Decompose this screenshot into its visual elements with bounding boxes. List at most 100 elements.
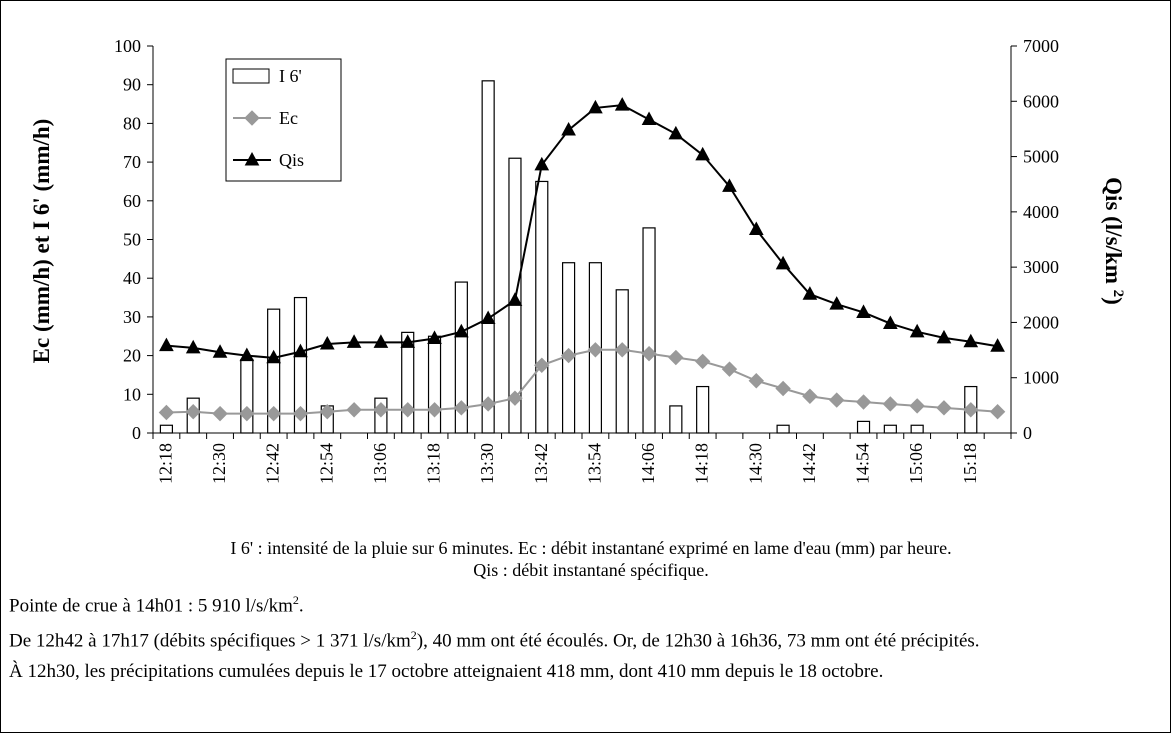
- y2-tick-label: 6000: [1023, 91, 1059, 111]
- x-tick-label: 14:30: [745, 443, 765, 484]
- series-marker: [158, 404, 175, 421]
- legend-marker: [244, 110, 260, 126]
- series-marker: [507, 292, 523, 306]
- series-marker: [587, 342, 604, 358]
- y2-axis-title-part: 2: [1110, 290, 1126, 298]
- series-marker: [668, 125, 684, 140]
- y-tick-label: 80: [123, 113, 141, 133]
- note: Pointe de crue à 14h01 : 5 910 l/s/km2.: [9, 587, 1159, 619]
- bar: [427, 335, 442, 434]
- note-text: De 12h42 à 17h17 (débits spécifiques > 1…: [9, 630, 411, 652]
- bar: [776, 424, 790, 434]
- legend-label: Qis: [279, 150, 304, 170]
- caption: I 6' : intensité de la pluie sur 6 minut…: [230, 538, 951, 559]
- caption: Qis : débit instantané spécifique.: [473, 560, 708, 580]
- series-line: [166, 104, 998, 359]
- series-marker: [588, 99, 603, 114]
- y-axis-title: Ec (mm/h) et I 6' (mm/h): [29, 119, 54, 364]
- bar: [910, 424, 924, 434]
- bar: [454, 281, 468, 434]
- note: À 12h30, les précipitations cumulées dep…: [9, 658, 1159, 685]
- y2-tick-label: 7000: [1023, 36, 1059, 56]
- series-marker: [829, 392, 845, 408]
- bar: [856, 420, 871, 434]
- series-marker: [560, 347, 577, 364]
- series-marker: [454, 323, 469, 338]
- series-marker: [722, 178, 737, 192]
- series-marker: [855, 394, 872, 410]
- y-tick-label: 20: [123, 346, 141, 366]
- y-tick-label: 30: [123, 307, 141, 327]
- bar: [561, 262, 576, 434]
- series-marker: [507, 390, 523, 406]
- x-tick-label: 14:06: [638, 443, 658, 484]
- series-marker: [909, 398, 925, 414]
- legend-label: I 6': [279, 66, 302, 86]
- series-marker: [641, 345, 657, 362]
- x-tick-label: 14:18: [692, 443, 712, 484]
- series-marker: [159, 337, 174, 352]
- series-marker: [748, 221, 764, 236]
- x-tick-label: 12:54: [316, 443, 336, 484]
- series-marker: [668, 349, 684, 366]
- bar: [696, 385, 710, 434]
- series-marker: [212, 405, 228, 422]
- series-marker: [614, 97, 630, 111]
- y-tick-label: 70: [123, 152, 141, 172]
- y2-axis-title: Qis (l/s/km 2): [1101, 177, 1126, 305]
- series-marker: [963, 333, 979, 348]
- y-tick-label: 0: [132, 423, 141, 443]
- series-marker: [185, 339, 201, 354]
- series-marker: [641, 111, 657, 126]
- y2-tick-label: 5000: [1023, 147, 1059, 167]
- series-marker: [185, 404, 201, 420]
- series-marker: [427, 330, 442, 344]
- bar: [481, 80, 495, 434]
- series-marker: [266, 349, 281, 364]
- x-tick-label: 15:06: [906, 443, 926, 484]
- bar: [159, 424, 174, 434]
- series-marker: [373, 334, 389, 348]
- series-marker: [775, 380, 791, 397]
- legend-swatch: [232, 68, 270, 84]
- bar: [535, 180, 549, 434]
- series-marker: [883, 315, 898, 330]
- y2-tick-label: 1000: [1023, 368, 1059, 388]
- series-line: [166, 348, 998, 415]
- y-tick-label: 40: [123, 268, 141, 288]
- y-tick-label: 100: [114, 36, 141, 56]
- series-marker: [480, 396, 496, 412]
- y-tick-label: 50: [123, 230, 141, 250]
- bar: [293, 296, 308, 434]
- x-tick-label: 12:30: [209, 443, 229, 484]
- series-marker: [882, 396, 899, 412]
- series-marker: [239, 347, 255, 362]
- series-marker: [802, 388, 818, 404]
- series-marker: [909, 323, 925, 338]
- y-tick-label: 60: [123, 191, 141, 211]
- series-marker: [293, 343, 308, 358]
- x-tick-label: 14:54: [853, 443, 873, 484]
- series-marker: [936, 329, 952, 344]
- note-text: Pointe de crue à 14h01 : 5 910 l/s/km: [9, 595, 293, 617]
- series-marker: [963, 402, 979, 418]
- x-tick-label: 12:42: [263, 443, 283, 484]
- series-marker: [400, 402, 416, 418]
- series-marker: [829, 296, 845, 310]
- y-tick-label: 10: [123, 384, 141, 404]
- series-marker: [990, 338, 1005, 352]
- x-tick-label: 13:42: [531, 443, 551, 484]
- y2-tick-label: 4000: [1023, 202, 1059, 222]
- x-tick-label: 13:54: [584, 443, 604, 484]
- series-marker: [346, 402, 362, 418]
- legend-marker: [244, 151, 260, 166]
- series-marker: [695, 146, 710, 161]
- bar: [883, 424, 897, 434]
- notes: Pointe de crue à 14h01 : 5 910 l/s/km2. D…: [9, 587, 1159, 688]
- series-marker: [480, 310, 496, 325]
- series-marker: [561, 121, 576, 136]
- series-marker: [319, 335, 335, 350]
- bar: [669, 405, 683, 434]
- note-superscript: 2: [292, 593, 299, 607]
